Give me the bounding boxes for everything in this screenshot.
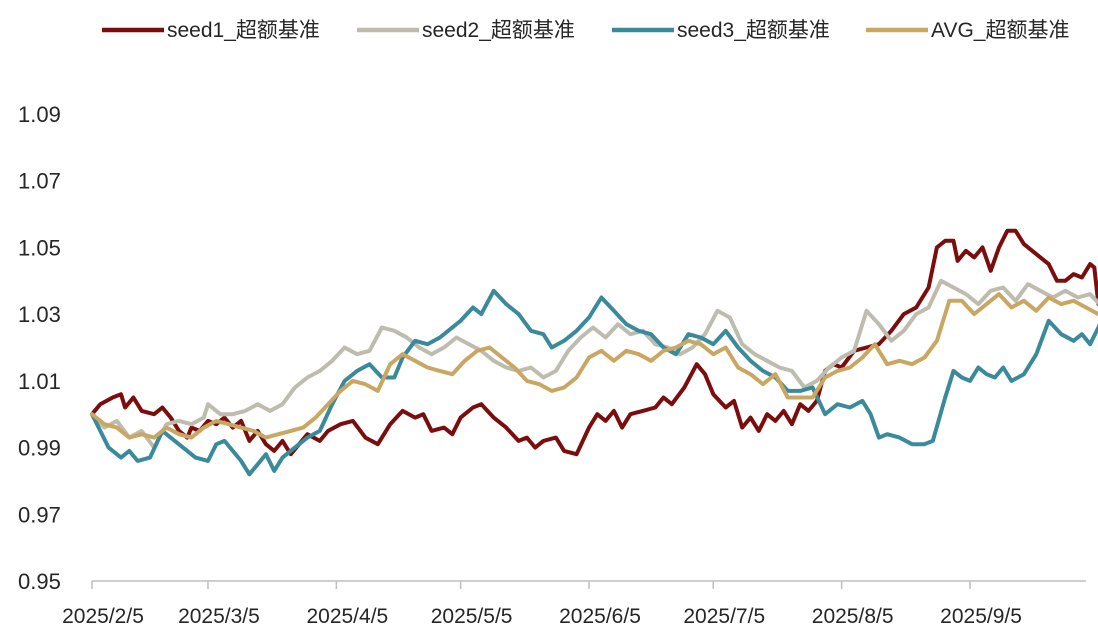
y-tick-label: 1.09 [18, 102, 61, 127]
y-tick-label: 0.99 [18, 436, 61, 461]
x-axis-ticks: 2025/2/5 2025/3/5 2025/4/5 2025/5/5 2025/6/5… [62, 581, 1022, 628]
series-line-4 [90, 292, 1098, 440]
series-line-2 [90, 278, 1098, 450]
x-tick-label: 2025/6/5 [559, 605, 641, 628]
series-line-3 [90, 288, 1098, 477]
legend-label-2: seed2_超额基准 [422, 19, 575, 42]
legend-label-3: seed3_超额基准 [677, 19, 830, 42]
x-tick-label: 2025/3/5 [178, 605, 260, 628]
y-axis-tick-labels: 1.09 1.07 1.05 1.03 1.01 0.99 0.97 0.95 [18, 102, 61, 594]
x-tick-label: 2025/5/5 [431, 605, 513, 628]
legend: seed1_超额基准 seed2_超额基准 seed3_超额基准 AVG_超额基准 [102, 19, 1069, 42]
y-tick-label: 1.05 [18, 235, 61, 260]
y-tick-label: 0.97 [18, 502, 61, 527]
series-line-1 [90, 228, 1098, 457]
x-tick-label: 2025/8/5 [812, 605, 894, 628]
legend-label-4: AVG_超额基准 [931, 19, 1069, 42]
x-tick-label: 2025/9/5 [940, 605, 1022, 628]
y-tick-label: 1.07 [18, 169, 61, 194]
x-tick-label: 2025/2/5 [62, 605, 144, 628]
x-tick-label: 2025/7/5 [683, 605, 765, 628]
legend-label-1: seed1_超额基准 [167, 19, 320, 42]
y-tick-label: 1.01 [18, 369, 61, 394]
y-tick-label: 1.03 [18, 302, 61, 327]
series-lines [90, 228, 1098, 477]
x-tick-label: 2025/4/5 [306, 605, 388, 628]
y-tick-label: 0.95 [18, 569, 61, 594]
